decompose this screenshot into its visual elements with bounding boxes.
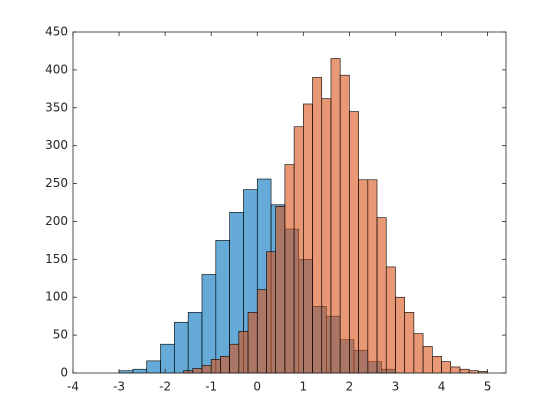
bar <box>229 343 240 374</box>
y-tick-label: 50 <box>53 328 68 342</box>
bar <box>238 331 249 374</box>
x-tick-label: 4 <box>438 380 446 394</box>
x-tick-label: 3 <box>392 380 400 394</box>
x-tick-label: 0 <box>253 380 261 394</box>
bar <box>385 266 396 374</box>
plot-frame <box>72 31 507 374</box>
bar <box>441 361 452 374</box>
bar <box>293 126 304 374</box>
bar <box>210 359 221 374</box>
bar <box>450 366 461 374</box>
bar <box>247 312 258 374</box>
bar <box>256 289 267 374</box>
bar <box>201 365 212 374</box>
bar <box>187 312 203 374</box>
bar <box>404 312 415 374</box>
bar <box>349 111 359 374</box>
y-tick-label: 250 <box>45 176 68 190</box>
x-tick-label: -1 <box>205 380 217 394</box>
bar <box>339 74 350 374</box>
x-tick-label: -4 <box>67 380 79 394</box>
x-tick-label: 2 <box>346 380 354 394</box>
x-tick-label: 5 <box>484 380 492 394</box>
y-tick-label: 200 <box>45 214 68 228</box>
bar <box>146 360 161 374</box>
bar <box>201 274 217 374</box>
x-tick-label: -3 <box>113 380 125 394</box>
bar <box>266 251 276 374</box>
bar <box>192 368 203 374</box>
x-tick-label: 1 <box>299 380 307 394</box>
x-tick-label: -2 <box>159 380 171 394</box>
bar <box>321 98 332 374</box>
y-tick-label: 150 <box>45 252 68 266</box>
bar <box>459 368 470 374</box>
bar <box>303 103 313 374</box>
y-tick-label: 300 <box>45 138 68 152</box>
bar <box>132 368 148 374</box>
bar <box>215 240 230 374</box>
y-tick-label: 0 <box>60 366 68 380</box>
bar <box>284 164 295 374</box>
bar <box>220 356 230 374</box>
bar <box>275 205 286 374</box>
bar <box>174 321 189 374</box>
bar <box>330 58 341 374</box>
bar <box>422 346 433 374</box>
y-tick-label: 100 <box>45 290 68 304</box>
y-tick-label: 450 <box>45 25 68 39</box>
bar <box>358 179 369 374</box>
bar <box>367 179 378 374</box>
bar <box>160 343 175 374</box>
bar <box>431 356 442 374</box>
bar <box>413 333 424 374</box>
y-tick-label: 400 <box>45 62 68 76</box>
bar <box>395 296 405 374</box>
bar <box>376 217 387 374</box>
bar <box>312 77 323 374</box>
y-tick-label: 350 <box>45 100 68 114</box>
